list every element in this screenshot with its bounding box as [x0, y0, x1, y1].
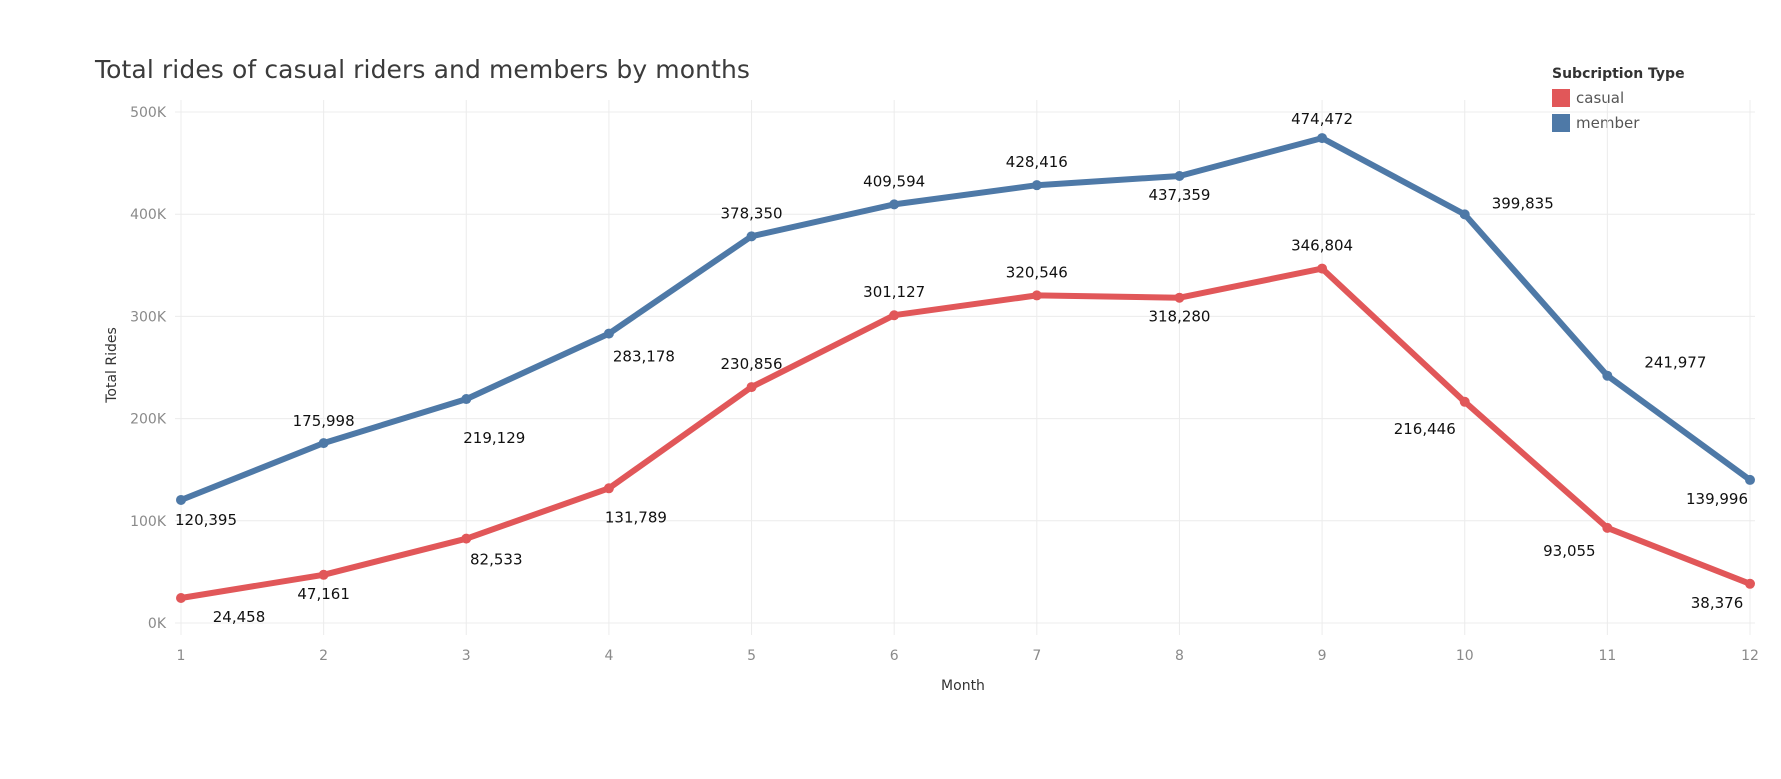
data-label-member: 219,129 [463, 429, 525, 447]
data-label-member: 437,359 [1148, 186, 1210, 204]
data-point-casual[interactable] [1459, 396, 1470, 407]
series-line-casual[interactable] [178, 265, 1753, 601]
data-point-casual[interactable] [461, 533, 472, 544]
data-label-casual: 47,161 [297, 585, 350, 603]
y-axis-ticks: 0K 100K 200K 300K 400K 500K [130, 105, 167, 632]
series-line-member[interactable] [178, 135, 1753, 503]
data-point-member[interactable] [1317, 133, 1328, 144]
data-label-member: 139,996 [1686, 490, 1748, 508]
data-label-casual: 93,055 [1543, 542, 1596, 560]
data-point-casual[interactable] [603, 483, 614, 494]
x-tick-label: 3 [462, 648, 471, 664]
legend-swatch-member [1552, 113, 1570, 132]
data-label-member: 474,472 [1291, 110, 1353, 128]
data-point-casual[interactable] [1174, 292, 1185, 303]
data-label-member: 399,835 [1492, 194, 1554, 212]
data-point-member[interactable] [603, 328, 614, 339]
y-tick-label: 200K [130, 412, 167, 428]
x-tick-label: 7 [1032, 648, 1041, 664]
data-label-casual: 38,376 [1691, 594, 1744, 612]
x-tick-label: 2 [319, 648, 328, 664]
data-label-casual: 131,789 [605, 508, 667, 526]
data-label-casual: 82,533 [470, 551, 523, 569]
y-tick-label: 100K [130, 514, 167, 530]
x-tick-label: 1 [177, 648, 186, 664]
x-tick-label: 10 [1456, 648, 1474, 664]
data-label-casual: 346,804 [1291, 237, 1353, 255]
data-label-casual: 24,458 [213, 608, 266, 626]
x-tick-label: 8 [1175, 648, 1184, 664]
data-point-casual[interactable] [1745, 578, 1755, 589]
x-axis-label: Month [941, 678, 985, 694]
y-tick-label: 500K [130, 105, 167, 121]
data-point-member[interactable] [1602, 370, 1613, 381]
y-axis-label: Total Rides [104, 327, 120, 404]
data-label-casual: 318,280 [1148, 308, 1210, 326]
gridlines [175, 100, 1755, 635]
data-point-member[interactable] [889, 199, 900, 210]
legend-title: Subcription Type [1552, 66, 1685, 82]
data-label-member: 120,395 [175, 511, 237, 529]
data-point-member[interactable] [318, 438, 329, 449]
data-point-member[interactable] [1745, 474, 1755, 485]
x-tick-label: 11 [1598, 648, 1616, 664]
data-point-member[interactable] [176, 494, 186, 505]
data-point-casual[interactable] [176, 593, 186, 604]
data-point-member[interactable] [1174, 171, 1185, 182]
y-tick-label: 400K [130, 207, 167, 223]
data-label-member: 241,977 [1644, 354, 1706, 372]
data-label-casual: 230,856 [721, 355, 783, 373]
chart-title: Total rides of casual riders and members… [95, 55, 751, 84]
data-label-casual: 216,446 [1394, 420, 1456, 438]
data-point-casual[interactable] [889, 310, 900, 321]
data-label-member: 378,350 [721, 204, 783, 222]
legend-label: casual [1576, 88, 1625, 107]
data-label-member: 409,594 [863, 172, 925, 190]
data-labels: 24,458 47,161 82,533 131,789 230,856 301,127 3… [175, 110, 1748, 626]
data-label-member: 283,178 [613, 348, 675, 366]
x-tick-label: 6 [890, 648, 899, 664]
x-tick-label: 5 [747, 648, 756, 664]
data-point-member[interactable] [1459, 209, 1470, 220]
data-point-casual[interactable] [1602, 522, 1613, 533]
data-label-casual: 320,546 [1006, 263, 1068, 281]
x-tick-label: 9 [1318, 648, 1327, 664]
data-point-casual[interactable] [746, 382, 757, 393]
data-point-casual[interactable] [318, 569, 329, 580]
series-lines [176, 133, 1755, 604]
y-tick-label: 0K [148, 616, 167, 632]
y-tick-label: 300K [130, 309, 167, 325]
data-label-casual: 301,127 [863, 283, 925, 301]
data-point-member[interactable] [461, 394, 472, 405]
legend-swatch-casual [1552, 88, 1570, 107]
data-point-casual[interactable] [1317, 263, 1328, 274]
data-point-member[interactable] [1031, 180, 1042, 191]
legend-item-casual[interactable]: casual [1552, 85, 1685, 110]
x-tick-label: 4 [604, 648, 613, 664]
x-tick-label: 12 [1741, 648, 1759, 664]
x-axis-ticks: 1 2 3 4 5 6 7 8 9 10 11 12 [177, 648, 1759, 664]
data-label-member: 175,998 [293, 412, 355, 430]
data-point-member[interactable] [746, 231, 757, 242]
data-point-casual[interactable] [1031, 290, 1042, 301]
data-label-member: 428,416 [1006, 153, 1068, 171]
